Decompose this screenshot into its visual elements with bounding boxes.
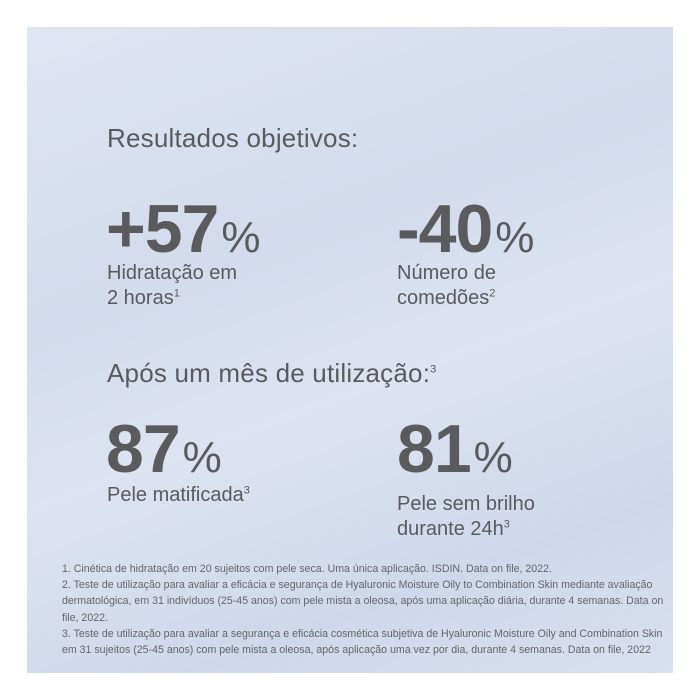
label-line: Pele matificada (107, 484, 244, 506)
label-line: comedões (397, 287, 490, 309)
stat-no-shine-label: Pele sem brilho durante 24h3 (397, 492, 535, 542)
label-line: Hidratação em (107, 262, 238, 284)
stat-hydration-label: Hidratação em 2 horas1 (107, 261, 237, 311)
footnotes: 1. Cinética de hidratação em 20 sujeitos… (62, 561, 672, 658)
footnote-ref: 3 (243, 484, 250, 497)
footnote-ref: 1 (173, 287, 180, 300)
stat-hydration: +57% (106, 195, 260, 263)
heading-text: Após um mês de utilização: (107, 358, 431, 388)
stat-matte: 87% (106, 415, 222, 483)
stat-unit: % (473, 433, 513, 482)
footnote-ref: 2 (489, 287, 496, 300)
footnote-ref: 3 (430, 363, 437, 376)
label-line: 2 horas (107, 287, 174, 309)
label-line: durante 24h (397, 518, 504, 540)
stat-value: -40 (397, 191, 493, 267)
stat-value: +57 (106, 191, 219, 267)
stat-matte-label: Pele matificada3 (107, 483, 250, 508)
stat-comedones-label: Número de comedões2 (397, 261, 496, 311)
background-panel (27, 27, 673, 673)
footnote: 1. Cinética de hidratação em 20 sujeitos… (62, 563, 552, 575)
stat-unit: % (182, 433, 222, 482)
stat-no-shine: 81% (397, 415, 513, 483)
section2-heading: Após um mês de utilização:3 (107, 358, 436, 389)
label-line: Pele sem brilho (397, 493, 535, 515)
stat-unit: % (221, 213, 260, 262)
footnote-ref: 3 (503, 518, 510, 531)
label-line: Número de (397, 262, 496, 284)
stat-value: 81 (397, 411, 472, 487)
stat-value: 87 (106, 411, 181, 487)
footnote: 2. Teste de utilização para avaliar a ef… (62, 579, 664, 624)
footnote: 3. Teste de utilização para avaliar a se… (62, 627, 663, 657)
stat-unit: % (495, 213, 534, 262)
stat-comedones: -40% (397, 195, 534, 263)
section1-heading: Resultados objetivos: (107, 123, 359, 153)
